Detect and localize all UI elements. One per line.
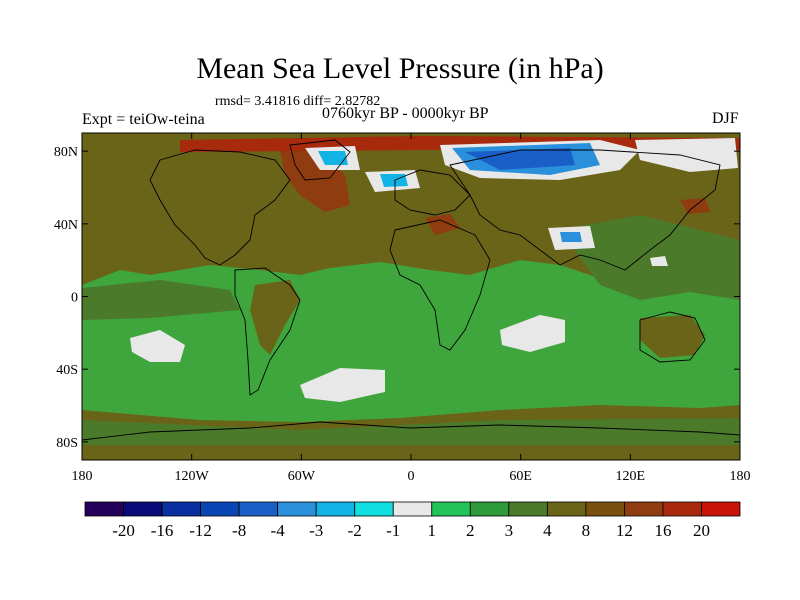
coastline-south-america: [234, 267, 301, 396]
anomaly-region-east-asia: [560, 215, 740, 300]
lon-tick-label: 180: [730, 469, 751, 484]
colorbar-swatch: [392, 501, 433, 517]
anomaly-region-siberia-inner: [465, 148, 575, 170]
season-label: DJF: [712, 110, 739, 127]
colorbar-label: -8: [232, 521, 246, 540]
anomaly-region-tibet-core: [560, 232, 582, 242]
colorbar-swatch: [508, 501, 548, 517]
colorbar-label: 20: [693, 521, 710, 540]
colorbar-label: 16: [654, 521, 671, 540]
lon-tick-label: 60W: [288, 469, 316, 484]
experiment-label: Expt = teiOw-teina: [82, 111, 205, 128]
colorbar-swatch: [200, 501, 240, 517]
lat-tick-label: 40S: [56, 363, 78, 378]
coastline-asia: [449, 149, 721, 271]
colorbar-swatch: [315, 501, 356, 517]
coastline-europe: [394, 169, 471, 216]
colorbar-label: -2: [348, 521, 362, 540]
lat-tick-label: 80S: [56, 436, 78, 451]
period-text: 0760kyr BP - 0000kyr BP: [322, 105, 489, 122]
colorbar-swatch: [701, 501, 741, 517]
colorbar-label: -20: [112, 521, 135, 540]
coastlines: [82, 139, 740, 441]
colorbar-swatch: [546, 501, 587, 517]
colorbar-swatch: [431, 501, 471, 517]
anomaly-region-indian-ocean: [500, 315, 565, 352]
colorbar-label: 2: [466, 521, 475, 540]
coastline-greenland: [289, 139, 351, 181]
lon-tick-label: 180: [72, 469, 93, 484]
anomaly-region-mediterranean: [425, 214, 460, 235]
chart-title: Mean Sea Level Pressure (in hPa): [196, 52, 604, 85]
colorbar-label: -1: [386, 521, 400, 540]
coastline-africa: [389, 219, 491, 351]
colorbar-label: -12: [189, 521, 212, 540]
lat-tick-label: 40N: [54, 218, 78, 233]
anomaly-region-south-pacific: [130, 330, 185, 362]
colorbar-swatch: [238, 501, 279, 517]
anomaly-region-ural-low-core: [380, 174, 408, 187]
colorbar: -20 -16 -12 -8 -4 -3 -2 -1 1 2 3 4 8 12 16 20: [84, 501, 741, 540]
colorbar-swatch: [123, 501, 163, 517]
anomaly-region-south-america: [250, 280, 300, 355]
anomaly-region-pacific-tropics: [82, 280, 240, 320]
map-panel: [81, 132, 741, 461]
anomaly-region-south-atlantic: [300, 368, 385, 402]
anomaly-region-west-pacific: [650, 256, 668, 266]
colorbar-label: -4: [271, 521, 286, 540]
map-axis-ticks: 180 120W 60W 0 60E 120E 180 80N 40N 0 40S 80S: [54, 133, 751, 484]
colorbar-label: -3: [309, 521, 323, 540]
colorbar-label: 1: [428, 521, 437, 540]
colorbar-label: -16: [151, 521, 174, 540]
lat-tick-label: 0: [71, 291, 78, 306]
rmsd-diff-text: rmsd= 3.41816 diff= 2.82782: [215, 94, 381, 109]
colorbar-label: 8: [582, 521, 591, 540]
lon-tick-label: 0: [408, 469, 415, 484]
colorbar-label: 12: [616, 521, 633, 540]
lat-tick-label: 80N: [54, 145, 78, 160]
colorbar-swatch: [469, 501, 510, 517]
colorbar-swatch: [662, 501, 702, 517]
lon-tick-label: 60E: [509, 469, 532, 484]
anomaly-region-south-inner: [82, 418, 740, 445]
lon-tick-label: 120E: [616, 469, 646, 484]
colorbar-label: 3: [505, 521, 514, 540]
anomaly-region-australia: [640, 315, 705, 358]
lon-tick-label: 120W: [175, 469, 210, 484]
colorbar-swatch: [354, 501, 394, 517]
colorbar-label: 4: [543, 521, 552, 540]
coastline-australia: [639, 311, 706, 363]
colorbar-swatch: [277, 501, 317, 517]
coastline-north-america: [149, 149, 291, 266]
colorbar-swatch: [161, 501, 201, 517]
colorbar-swatch: [585, 501, 625, 517]
colorbar-swatch: [624, 501, 664, 517]
coastline-antarctica: [82, 421, 740, 441]
colorbar-swatch: [84, 501, 124, 517]
anomaly-region-greenland-low-core: [318, 151, 348, 165]
